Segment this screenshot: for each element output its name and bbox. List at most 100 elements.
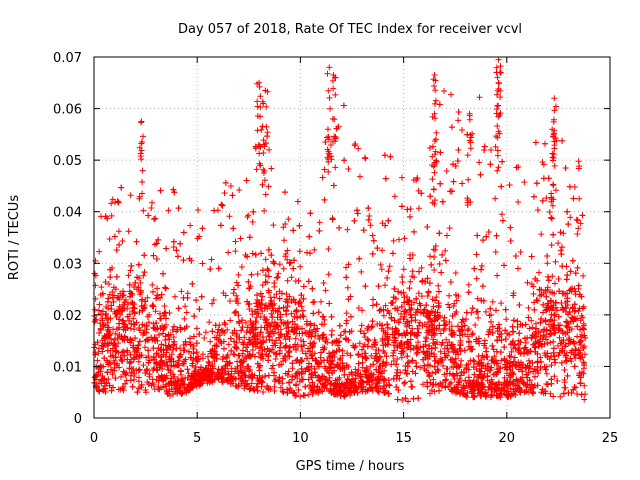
data-point	[308, 363, 315, 370]
data-point	[454, 323, 461, 330]
data-point	[496, 333, 503, 340]
data-point	[266, 303, 273, 310]
data-point	[189, 280, 196, 287]
data-point	[364, 336, 371, 343]
data-point	[238, 263, 245, 270]
data-point	[521, 179, 528, 186]
data-point	[259, 181, 266, 188]
data-point	[293, 307, 300, 314]
data-point	[255, 349, 262, 356]
data-point	[306, 233, 313, 240]
data-point	[582, 391, 589, 398]
data-point	[460, 369, 467, 376]
data-point	[289, 373, 296, 380]
data-point	[128, 369, 135, 376]
data-point	[305, 376, 312, 383]
data-point	[254, 306, 261, 313]
data-point	[364, 325, 371, 332]
data-point	[294, 341, 301, 348]
data-point	[494, 325, 501, 332]
data-point	[146, 371, 153, 378]
data-point	[190, 333, 197, 340]
data-point	[249, 311, 256, 318]
data-point	[506, 181, 513, 188]
data-point	[312, 328, 319, 335]
data-point	[221, 319, 228, 326]
data-point	[322, 376, 329, 383]
data-point	[345, 166, 352, 173]
data-point	[431, 254, 438, 261]
data-point	[224, 326, 231, 333]
data-point	[130, 344, 137, 351]
data-point	[391, 347, 398, 354]
data-point	[249, 219, 256, 226]
data-point	[319, 313, 326, 320]
data-point	[371, 341, 378, 348]
data-point	[396, 236, 403, 243]
data-point	[564, 372, 571, 379]
data-point	[354, 210, 361, 217]
data-point	[381, 375, 388, 382]
data-point	[236, 187, 243, 194]
data-point	[259, 267, 266, 274]
data-point	[180, 341, 187, 348]
data-point	[206, 319, 213, 326]
data-point	[127, 339, 134, 346]
data-point	[375, 369, 382, 376]
data-point	[426, 342, 433, 349]
data-point	[443, 376, 450, 383]
data-point	[305, 345, 312, 352]
data-point	[253, 383, 260, 390]
data-point	[219, 202, 226, 209]
data-point	[424, 275, 431, 282]
data-point	[177, 382, 184, 389]
data-point	[256, 300, 263, 307]
data-point	[391, 285, 398, 292]
data-point	[355, 351, 362, 358]
data-point	[215, 366, 222, 373]
data-point	[242, 319, 249, 326]
data-point	[103, 310, 110, 317]
data-point	[479, 381, 486, 388]
data-point	[280, 304, 287, 311]
data-point	[476, 94, 483, 101]
data-point	[445, 348, 452, 355]
data-point	[300, 313, 307, 320]
data-point	[211, 207, 218, 214]
data-point	[392, 337, 399, 344]
data-point	[252, 251, 259, 258]
data-point	[552, 329, 559, 336]
data-point	[336, 356, 343, 363]
data-point	[227, 375, 234, 382]
data-point	[446, 292, 453, 299]
data-point	[227, 317, 234, 324]
data-point	[92, 282, 99, 289]
data-point	[489, 329, 496, 336]
data-point	[311, 365, 318, 372]
data-point	[481, 370, 488, 377]
data-point	[219, 379, 226, 386]
data-point	[424, 383, 431, 390]
data-point	[515, 359, 522, 366]
data-point	[515, 366, 522, 373]
data-point	[400, 266, 407, 273]
data-point	[421, 362, 428, 369]
data-point	[407, 336, 414, 343]
data-point	[558, 300, 565, 307]
data-point	[392, 295, 399, 302]
data-point	[401, 308, 408, 315]
data-point	[246, 305, 253, 312]
data-point	[311, 383, 318, 390]
data-point	[509, 362, 516, 369]
data-point	[119, 307, 126, 314]
data-point	[453, 384, 460, 391]
data-point	[391, 193, 398, 200]
data-point	[284, 333, 291, 340]
data-point	[436, 387, 443, 394]
data-point	[184, 366, 191, 373]
data-point	[401, 380, 408, 387]
data-point	[506, 331, 513, 338]
data-point	[400, 316, 407, 323]
data-point	[284, 296, 291, 303]
data-point	[164, 362, 171, 369]
